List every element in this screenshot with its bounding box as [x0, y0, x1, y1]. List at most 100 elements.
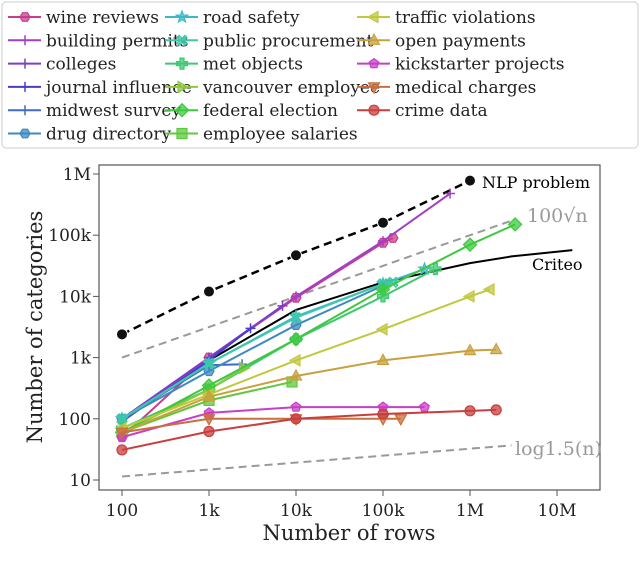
data-point	[377, 408, 389, 420]
label-sqrt: 100√n	[527, 205, 588, 227]
data-point	[462, 237, 478, 253]
data-point	[20, 81, 30, 92]
legend-label: drug directory	[46, 125, 171, 145]
series-public-procurement	[116, 276, 399, 425]
legend-label: met objects	[203, 55, 303, 75]
data-point	[288, 353, 301, 367]
data-point	[288, 331, 304, 347]
x-tick-label: 10M	[537, 501, 576, 521]
legend-item: drug directory	[8, 125, 171, 145]
data-point	[290, 413, 302, 425]
legend-item: public procurement	[165, 31, 374, 51]
y-tick-label: 100k	[48, 226, 91, 246]
legend-label: open payments	[395, 31, 526, 51]
data-point	[176, 34, 188, 47]
reference-0	[116, 174, 476, 341]
legend-box	[1, 1, 639, 149]
legend-label: employee salaries	[203, 125, 358, 145]
legend-item: traffic violations	[357, 8, 536, 28]
legend-item: vancouver employee	[165, 78, 380, 98]
data-point	[19, 12, 31, 22]
data-point	[419, 401, 430, 412]
series-line	[121, 281, 394, 420]
legend-label: traffic violations	[395, 8, 536, 28]
data-point	[174, 102, 190, 118]
data-point	[378, 236, 388, 247]
series-kickstarter-projects	[116, 401, 430, 442]
legend-item: kickstarter projects	[357, 55, 564, 75]
data-point	[289, 368, 303, 381]
data-point	[490, 404, 502, 416]
data-point	[377, 216, 389, 229]
data-point	[464, 174, 476, 187]
data-point	[376, 353, 390, 366]
legend-label: journal influence	[44, 78, 192, 98]
legend-label: federal election	[203, 101, 338, 121]
data-point	[507, 217, 523, 232]
data-point	[375, 322, 388, 336]
data-point	[203, 425, 215, 438]
data-point	[290, 249, 302, 262]
legend-item: colleges	[8, 55, 116, 75]
legend-item: building permits	[8, 31, 188, 51]
data-point	[203, 357, 215, 370]
data-point	[368, 104, 380, 116]
data-point	[203, 285, 215, 298]
legend-item: employee salaries	[165, 125, 358, 145]
label-log: log1.5(n)	[515, 438, 602, 460]
data-point	[445, 188, 456, 199]
data-point	[489, 342, 503, 355]
x-axis-label: Number of rows	[263, 521, 436, 545]
data-point	[290, 401, 302, 412]
y-tick-label: 1M	[63, 165, 91, 185]
plot-frame	[98, 164, 601, 491]
axis-ticks: 100 1k 10k 100k 1M 10M 10 100 1k 10k 100k 1M	[48, 165, 576, 521]
data-point	[277, 300, 288, 311]
legend-item: met objects	[165, 55, 303, 75]
data-point	[20, 105, 30, 116]
legend-item: open payments	[357, 31, 526, 51]
y-tick-label: 10	[69, 471, 91, 491]
data-point	[175, 57, 189, 70]
series-line	[121, 284, 384, 420]
reference-3	[121, 444, 512, 478]
legend-item: crime data	[357, 101, 488, 121]
data-point	[177, 80, 190, 94]
legend-label: building permits	[46, 31, 188, 51]
y-tick-label: 10k	[59, 287, 92, 307]
data-point	[176, 127, 188, 140]
legend-label: road safety	[203, 8, 300, 28]
data-point	[367, 33, 381, 45]
data-point	[429, 262, 442, 276]
data-point	[202, 414, 216, 427]
data-point	[116, 328, 128, 341]
legend-label: wine reviews	[46, 8, 159, 28]
reference-2	[121, 219, 512, 359]
data-point	[291, 291, 301, 302]
series-crime-data	[116, 404, 502, 456]
data-point	[375, 282, 391, 297]
data-point	[20, 35, 30, 46]
reference-line	[121, 179, 471, 336]
y-tick-label: 100	[59, 410, 91, 430]
legend-item: midwest survey	[8, 101, 181, 121]
label-nlp-problem: NLP problem	[482, 173, 590, 192]
label-sqrt-text: 100√n	[527, 205, 588, 227]
legend-item: medical charges	[357, 78, 536, 98]
reference-line	[121, 219, 512, 359]
legend-item: journal influence	[8, 78, 192, 98]
x-tick-label: 1M	[456, 501, 484, 521]
series-line	[121, 408, 497, 451]
data-point	[463, 343, 477, 356]
data-point	[245, 323, 256, 334]
reference-lines	[116, 174, 573, 478]
data-point	[366, 10, 379, 24]
series-line	[121, 348, 497, 434]
legend-label: midwest survey	[46, 101, 181, 121]
series-lines	[114, 188, 523, 456]
data-point	[202, 389, 216, 402]
data-point	[394, 414, 408, 427]
data-point	[19, 128, 31, 139]
legend-label: crime data	[395, 101, 488, 121]
